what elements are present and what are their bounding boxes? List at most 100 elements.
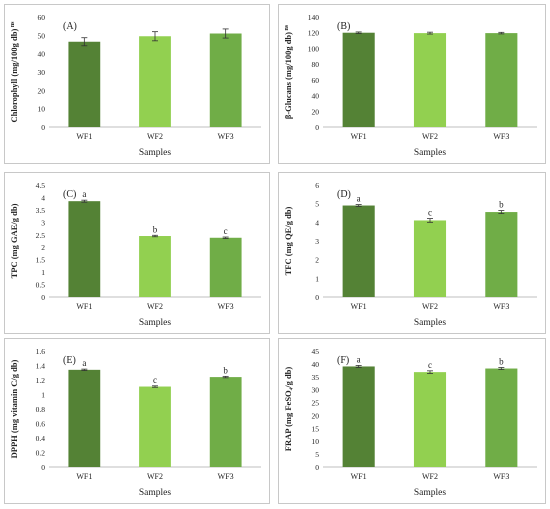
- x-axis-title: Samples: [139, 488, 171, 498]
- bar-wf2: [139, 36, 171, 127]
- chart-svg-b: 0 20 40 60 80 100 120 140 WF1 WF2 WF3 Samples β-Gluc…: [283, 13, 537, 158]
- x-axis-title: Samples: [139, 148, 171, 158]
- bar-wf3: [485, 33, 518, 127]
- y-tick-label: 0: [41, 293, 45, 302]
- y-tick-label: 40: [312, 360, 320, 369]
- y-tick-label: 5: [315, 450, 319, 459]
- x-tick-label: WF3: [493, 472, 509, 481]
- chart-svg-f: 0 5 10 15 20 25 30 35 40 45 a WF1 c WF2 b WF3 Samples FRA…: [283, 347, 537, 498]
- bar-wf2: [413, 33, 447, 127]
- significance-letter: b: [153, 224, 158, 234]
- y-tick-label: 0.8: [36, 405, 46, 414]
- y-tick-label: 1.2: [36, 376, 46, 385]
- x-tick-label: WF2: [422, 132, 438, 141]
- y-tick-label: 10: [312, 437, 320, 446]
- bar-wf2: [139, 236, 171, 297]
- y-tick-label: 0: [315, 463, 319, 472]
- significance-letter: a: [357, 194, 361, 204]
- y-tick-label: 0: [315, 123, 319, 132]
- y-axis-title-superscript: ns: [284, 24, 290, 32]
- x-tick-label: WF1: [351, 132, 367, 141]
- panel-label: (F): [337, 355, 349, 366]
- y-tick-label: 0: [41, 123, 45, 132]
- bar-wf1: [68, 41, 101, 127]
- y-tick-label: 30: [312, 386, 320, 395]
- y-tick-label: 0.2: [36, 449, 46, 458]
- y-axis-title-group: Chlorophyll (mg/100g db) ns: [9, 21, 19, 123]
- y-axis-title-superscript: ns: [10, 21, 16, 29]
- x-axis-title: Samples: [139, 318, 171, 328]
- significance-letter: c: [153, 375, 157, 385]
- significance-letter: a: [357, 354, 361, 364]
- x-tick-label: WF2: [422, 302, 438, 311]
- x-tick-label: WF3: [218, 472, 234, 481]
- bar-wf3: [485, 212, 518, 297]
- bar-wf3: [209, 377, 242, 467]
- y-tick-label: 3: [315, 237, 319, 246]
- y-tick-label: 60: [38, 13, 46, 22]
- y-tick-label: 1: [41, 391, 45, 400]
- chart-svg-e: 0 0.2 0.4 0.6 0.8 1 1.2 1.4 1.6 a WF1 c WF2 b WF3 Sampl…: [9, 347, 261, 498]
- y-tick-label: 2.5: [36, 231, 46, 240]
- bar-wf1: [342, 205, 375, 297]
- y-tick-label: 4.5: [36, 181, 46, 190]
- y-axis-title-group: FRAP (mg FeSO₄/g db): [283, 367, 293, 452]
- significance-letter: a: [82, 189, 86, 199]
- y-axis-title-group: DPPH (mg vitamin C/g db): [9, 359, 19, 458]
- y-tick-label: 40: [312, 92, 320, 101]
- y-axis-title: TFC (mg QE/g db): [283, 206, 293, 275]
- y-axis-title-group: β-Glucans (mg/100g db) ns: [283, 24, 293, 119]
- y-axis-title: DPPH (mg vitamin C/g db): [9, 359, 19, 458]
- y-tick-label: 0: [315, 293, 319, 302]
- y-tick-label: 35: [312, 373, 320, 382]
- y-axis-title: FRAP (mg FeSO₄/g db): [283, 367, 293, 452]
- y-tick-label: 2: [41, 243, 45, 252]
- significance-letter: c: [224, 226, 228, 236]
- significance-letter: b: [499, 200, 504, 210]
- y-tick-label: 4: [41, 193, 45, 202]
- x-tick-label: WF1: [76, 302, 92, 311]
- y-tick-label: 120: [308, 29, 320, 38]
- significance-letter: b: [499, 356, 504, 366]
- bar-wf2: [413, 220, 447, 297]
- y-tick-label: 0: [41, 463, 45, 472]
- x-tick-label: WF1: [351, 302, 367, 311]
- x-tick-label: WF2: [147, 472, 163, 481]
- panel-label: (E): [63, 355, 76, 366]
- y-tick-label: 3: [41, 218, 45, 227]
- y-tick-label: 3.5: [36, 206, 46, 215]
- x-axis-title: Samples: [414, 488, 446, 498]
- significance-letter: c: [428, 360, 432, 370]
- y-tick-label: 5: [315, 200, 319, 209]
- x-tick-label: WF1: [76, 132, 92, 141]
- y-axis-title-group: TFC (mg QE/g db): [283, 206, 293, 275]
- y-tick-label: 0.6: [36, 420, 46, 429]
- y-tick-label: 30: [38, 68, 46, 77]
- chart-panel-b: 0 20 40 60 80 100 120 140 WF1 WF2 WF3 Samples β-Gluc…: [278, 4, 546, 164]
- bar-wf1: [68, 201, 101, 297]
- y-axis-title: Chlorophyll (mg/100g db) ns: [9, 21, 19, 123]
- y-tick-label: 60: [312, 76, 320, 85]
- y-tick-label: 2: [315, 256, 319, 265]
- x-axis-title: Samples: [414, 148, 446, 158]
- y-tick-label: 0.5: [36, 281, 46, 290]
- bar-wf1: [68, 369, 101, 467]
- bar-wf1: [342, 366, 375, 467]
- y-tick-label: 15: [312, 424, 320, 433]
- y-tick-label: 45: [312, 347, 320, 356]
- significance-letter: b: [223, 365, 228, 375]
- y-tick-label: 50: [38, 31, 46, 40]
- x-tick-label: WF2: [147, 132, 163, 141]
- chart-panel-c: 0 0.5 1 1.5 2 2.5 3 3.5 4 4.5 a WF1 b WF2 c WF3 Samples T…: [4, 172, 270, 334]
- y-tick-label: 80: [312, 60, 320, 69]
- panel-label: (B): [337, 21, 350, 32]
- bar-wf2: [413, 372, 447, 467]
- x-tick-label: WF3: [493, 302, 509, 311]
- chart-panel-d: 0 1 2 3 4 5 6 a WF1 c WF2 b WF3 Samples TFC (mg QE/g d…: [278, 172, 546, 334]
- panel-label: (D): [337, 189, 351, 200]
- y-tick-label: 100: [308, 44, 320, 53]
- y-axis-title: β-Glucans (mg/100g db) ns: [283, 24, 293, 119]
- x-tick-label: WF1: [351, 472, 367, 481]
- panel-label: (C): [63, 189, 76, 200]
- chart-panel-a: 0 10 20 30 40 50 60 WF1 WF2 WF3 Samples Chlorophyll…: [4, 4, 270, 164]
